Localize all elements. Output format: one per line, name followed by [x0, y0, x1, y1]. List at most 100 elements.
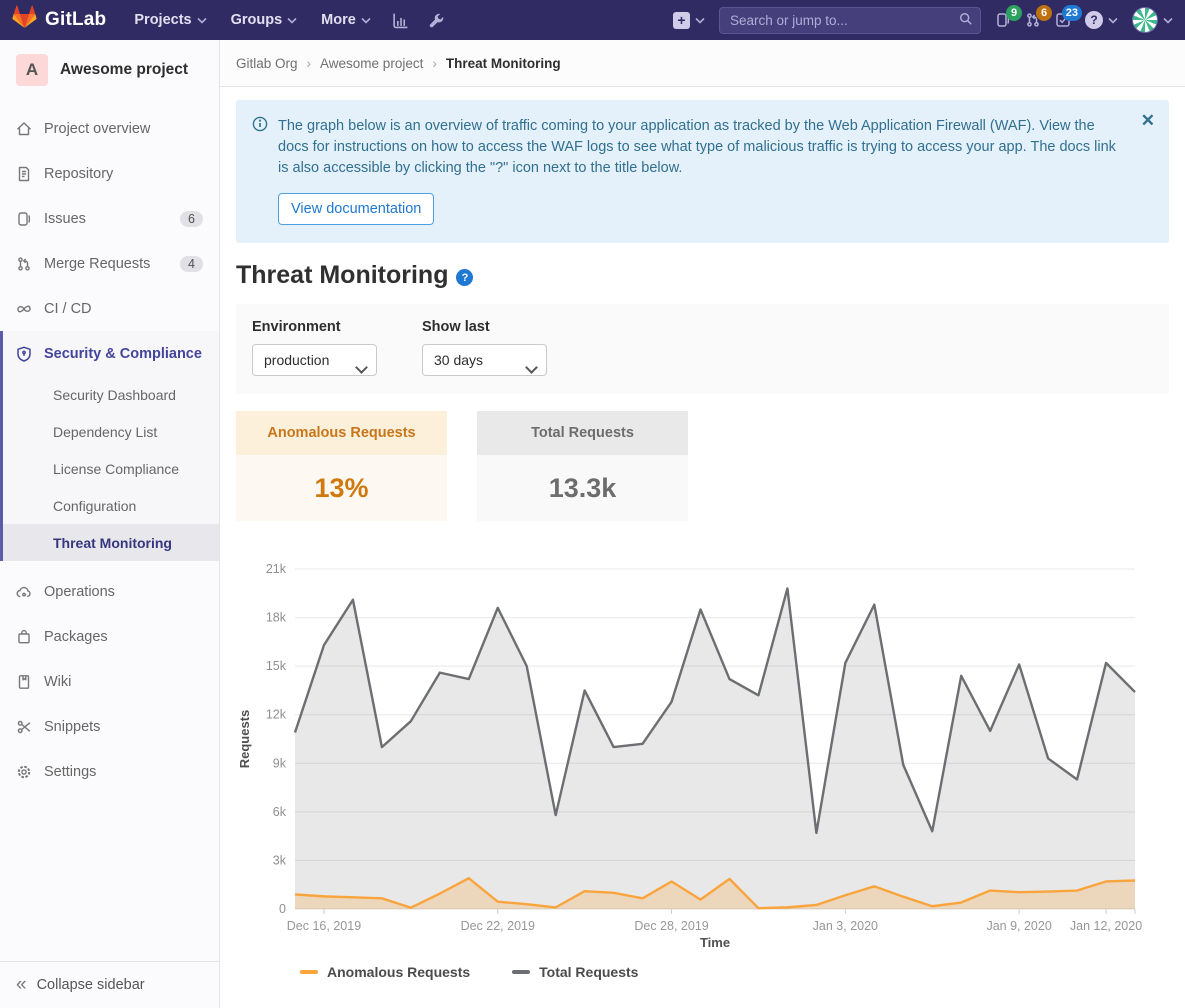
user-avatar: [1132, 7, 1158, 33]
sidebar-item-threat-monitoring[interactable]: Threat Monitoring: [3, 524, 219, 561]
gitlab-logo-icon: [12, 5, 37, 35]
total-requests-label: Total Requests: [477, 411, 688, 455]
chevron-down-icon: [1163, 17, 1173, 24]
svg-text:15k: 15k: [266, 659, 287, 673]
help-menu[interactable]: ?: [1085, 11, 1118, 29]
svg-text:18k: 18k: [266, 611, 287, 625]
breadcrumb-group-link[interactable]: Gitlab Org: [236, 56, 298, 71]
plus-icon: +: [673, 12, 690, 29]
nav-menu-groups[interactable]: Groups: [221, 0, 308, 40]
sidebar-item-packages[interactable]: Packages: [0, 614, 219, 659]
sidebar-item-security-dashboard[interactable]: Security Dashboard: [3, 376, 219, 413]
nav-todos-button[interactable]: 23: [1055, 12, 1071, 28]
breadcrumb: Gitlab Org › Awesome project › Threat Mo…: [220, 40, 1185, 87]
show-last-select-wrap: 30 days: [422, 352, 547, 369]
tab-anomalous-requests[interactable]: Anomalous Requests 13%: [236, 411, 447, 521]
todos-count-badge: 23: [1062, 5, 1082, 21]
sidebar-item-settings[interactable]: Settings: [0, 749, 219, 794]
sidebar-item-configuration[interactable]: Configuration: [3, 487, 219, 524]
nav-menu-more[interactable]: More: [311, 0, 381, 40]
wiki-book-icon: [16, 674, 32, 690]
nav-merge-requests-button[interactable]: 6: [1025, 12, 1041, 28]
sidebar-item-ci-cd[interactable]: CI / CD: [0, 286, 219, 331]
environment-select-wrap: production: [252, 352, 377, 369]
legend-item-anomalous[interactable]: Anomalous Requests: [300, 964, 470, 980]
admin-wrench-icon[interactable]: [421, 0, 453, 40]
security-compliance-section: Security & Compliance Security Dashboard…: [0, 331, 219, 561]
project-header[interactable]: A Awesome project: [0, 40, 219, 96]
project-name: Awesome project: [60, 61, 188, 79]
sidebar-item-wiki[interactable]: Wiki: [0, 659, 219, 704]
threat-monitoring-chart: 03k6k9k12k15k18k21kDec 16, 2019Dec 22, 2…: [236, 549, 1169, 980]
shield-icon: [16, 346, 32, 362]
ci-cd-icon: [16, 301, 32, 317]
alert-message: The graph below is an overview of traffi…: [278, 116, 1125, 179]
sidebar-item-dependency-list[interactable]: Dependency List: [3, 413, 219, 450]
svg-text:Jan 12, 2020: Jan 12, 2020: [1070, 919, 1142, 933]
svg-text:Dec 16, 2019: Dec 16, 2019: [287, 919, 361, 933]
gitlab-home-link[interactable]: GitLab: [12, 5, 106, 35]
close-icon[interactable]: ✕: [1141, 112, 1155, 129]
chevron-down-icon: [197, 17, 207, 24]
sidebar-item-merge-requests[interactable]: Merge Requests 4: [0, 241, 219, 286]
svg-text:12k: 12k: [266, 708, 287, 722]
svg-text:Jan 3, 2020: Jan 3, 2020: [813, 919, 878, 933]
svg-text:Dec 28, 2019: Dec 28, 2019: [634, 919, 708, 933]
svg-text:9k: 9k: [273, 756, 287, 770]
analytics-chart-icon[interactable]: [385, 0, 417, 40]
sidebar-item-operations[interactable]: Operations: [0, 569, 219, 614]
search-icon: [959, 12, 973, 31]
svg-text:3k: 3k: [273, 853, 287, 867]
environment-select[interactable]: production: [252, 344, 377, 376]
info-icon: [252, 116, 268, 179]
home-icon: [16, 121, 32, 137]
document-icon: [16, 166, 32, 182]
view-documentation-button[interactable]: View documentation: [278, 193, 434, 225]
sidebar-item-snippets[interactable]: Snippets: [0, 704, 219, 749]
waf-info-alert: The graph below is an overview of traffi…: [236, 100, 1169, 243]
total-requests-value: 13.3k: [477, 455, 688, 521]
user-menu[interactable]: [1132, 7, 1173, 33]
package-bag-icon: [16, 629, 32, 645]
legend-dash: [300, 970, 318, 974]
show-last-label: Show last: [422, 319, 547, 335]
nav-issues-button[interactable]: 9: [995, 12, 1011, 28]
title-help-icon[interactable]: ?: [456, 269, 473, 286]
tab-total-requests[interactable]: Total Requests 13.3k: [477, 411, 688, 521]
chevron-down-icon: [287, 17, 297, 24]
issues-icon: [16, 211, 32, 227]
sidebar-item-repository[interactable]: Repository: [0, 151, 219, 196]
sidebar-item-license-compliance[interactable]: License Compliance: [3, 450, 219, 487]
main-content: Gitlab Org › Awesome project › Threat Mo…: [220, 40, 1185, 1008]
breadcrumb-separator: ›: [307, 56, 312, 71]
svg-text:Dec 22, 2019: Dec 22, 2019: [461, 919, 535, 933]
anomalous-requests-value: 13%: [236, 455, 447, 521]
show-last-select[interactable]: 30 days: [422, 344, 547, 376]
breadcrumb-project-link[interactable]: Awesome project: [320, 56, 423, 71]
new-menu[interactable]: +: [673, 12, 705, 29]
breadcrumb-current-page: Threat Monitoring: [446, 56, 561, 71]
project-avatar: A: [16, 54, 48, 86]
nav-menu-projects[interactable]: Projects: [124, 0, 216, 40]
breadcrumb-separator: ›: [432, 56, 437, 71]
svg-text:Requests: Requests: [237, 710, 252, 769]
collapse-sidebar-button[interactable]: « Collapse sidebar: [0, 961, 219, 1008]
sidebar-item-issues[interactable]: Issues 6: [0, 196, 219, 241]
chart-legend: Anomalous Requests Total Requests: [300, 964, 1169, 980]
snippets-scissors-icon: [16, 719, 32, 735]
legend-dash: [512, 970, 530, 974]
top-navbar: GitLab Projects Groups More +: [0, 0, 1185, 40]
svg-text:0: 0: [279, 902, 286, 916]
help-icon: ?: [1085, 11, 1103, 29]
anomalous-requests-label: Anomalous Requests: [236, 411, 447, 455]
area-chart-canvas: 03k6k9k12k15k18k21kDec 16, 2019Dec 22, 2…: [236, 549, 1169, 951]
merge-request-icon: [16, 256, 32, 272]
sidebar-item-security-compliance[interactable]: Security & Compliance: [3, 331, 219, 376]
legend-item-total[interactable]: Total Requests: [512, 964, 638, 980]
collapse-chevrons-icon: «: [16, 974, 27, 996]
global-search: [719, 7, 981, 34]
sidebar-item-project-overview[interactable]: Project overview: [0, 106, 219, 151]
search-input[interactable]: [719, 7, 981, 34]
issues-count-badge: 6: [180, 211, 203, 227]
operations-cloud-gear-icon: [16, 584, 32, 600]
